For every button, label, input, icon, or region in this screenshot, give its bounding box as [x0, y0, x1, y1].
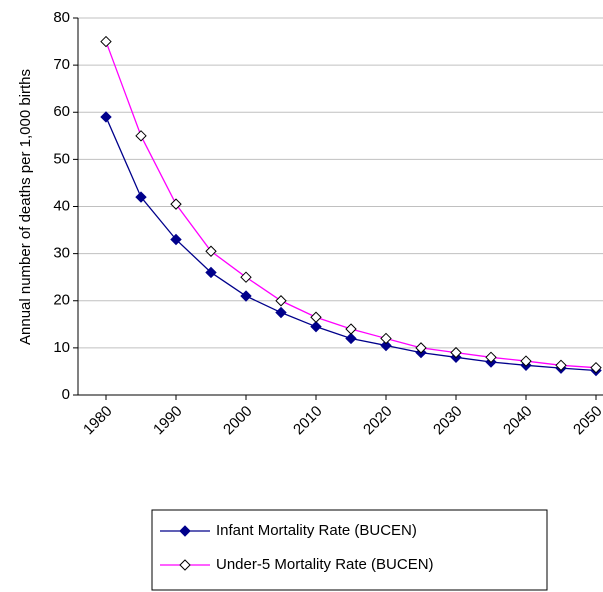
data-point [520, 355, 532, 367]
y-tick-label: 70 [53, 56, 70, 73]
y-tick-label: 30 [53, 245, 70, 262]
y-tick-label: 40 [53, 197, 70, 214]
y-tick-label: 0 [62, 386, 70, 403]
data-point [205, 245, 217, 257]
x-tick-label: 2010 [290, 403, 326, 439]
x-tick-label: 2050 [570, 403, 603, 439]
data-point [135, 191, 147, 203]
data-point [135, 130, 147, 142]
data-point [310, 320, 322, 333]
data-point [590, 361, 602, 374]
y-tick-label: 20 [53, 292, 70, 309]
data-point [380, 332, 392, 345]
data-point [555, 359, 567, 372]
y-tick-label: 10 [53, 339, 70, 356]
y-tick-label: 50 [53, 150, 70, 167]
x-tick-label: 2020 [360, 403, 396, 439]
legend-label: Under-5 Mortality Rate (BUCEN) [216, 556, 434, 573]
data-point [170, 198, 182, 210]
y-axis-title: Annual number of deaths per 1,000 births [17, 69, 34, 345]
data-point [100, 111, 112, 123]
data-point [450, 346, 462, 359]
data-point [310, 311, 322, 323]
data-point [415, 342, 427, 354]
x-tick-label: 1980 [80, 403, 116, 439]
data-point [275, 306, 287, 319]
data-point [170, 233, 182, 246]
y-tick-label: 60 [53, 103, 70, 120]
y-tick-label: 80 [53, 9, 70, 26]
data-point [275, 295, 287, 307]
legend-marker [179, 559, 191, 571]
legend-box [151, 509, 548, 591]
legend-marker [179, 525, 191, 537]
data-point [240, 271, 252, 283]
data-point [485, 351, 497, 364]
data-point [345, 332, 357, 345]
x-tick-label: 2040 [500, 403, 536, 439]
data-point [100, 35, 112, 48]
data-point [240, 290, 252, 302]
data-point [345, 323, 357, 335]
data-point [205, 266, 217, 279]
x-tick-label: 2030 [430, 403, 466, 439]
data-point [380, 339, 392, 352]
x-tick-label: 2000 [220, 403, 256, 439]
x-tick-label: 1990 [150, 403, 186, 439]
legend-label: Infant Mortality Rate (BUCEN) [216, 522, 417, 539]
